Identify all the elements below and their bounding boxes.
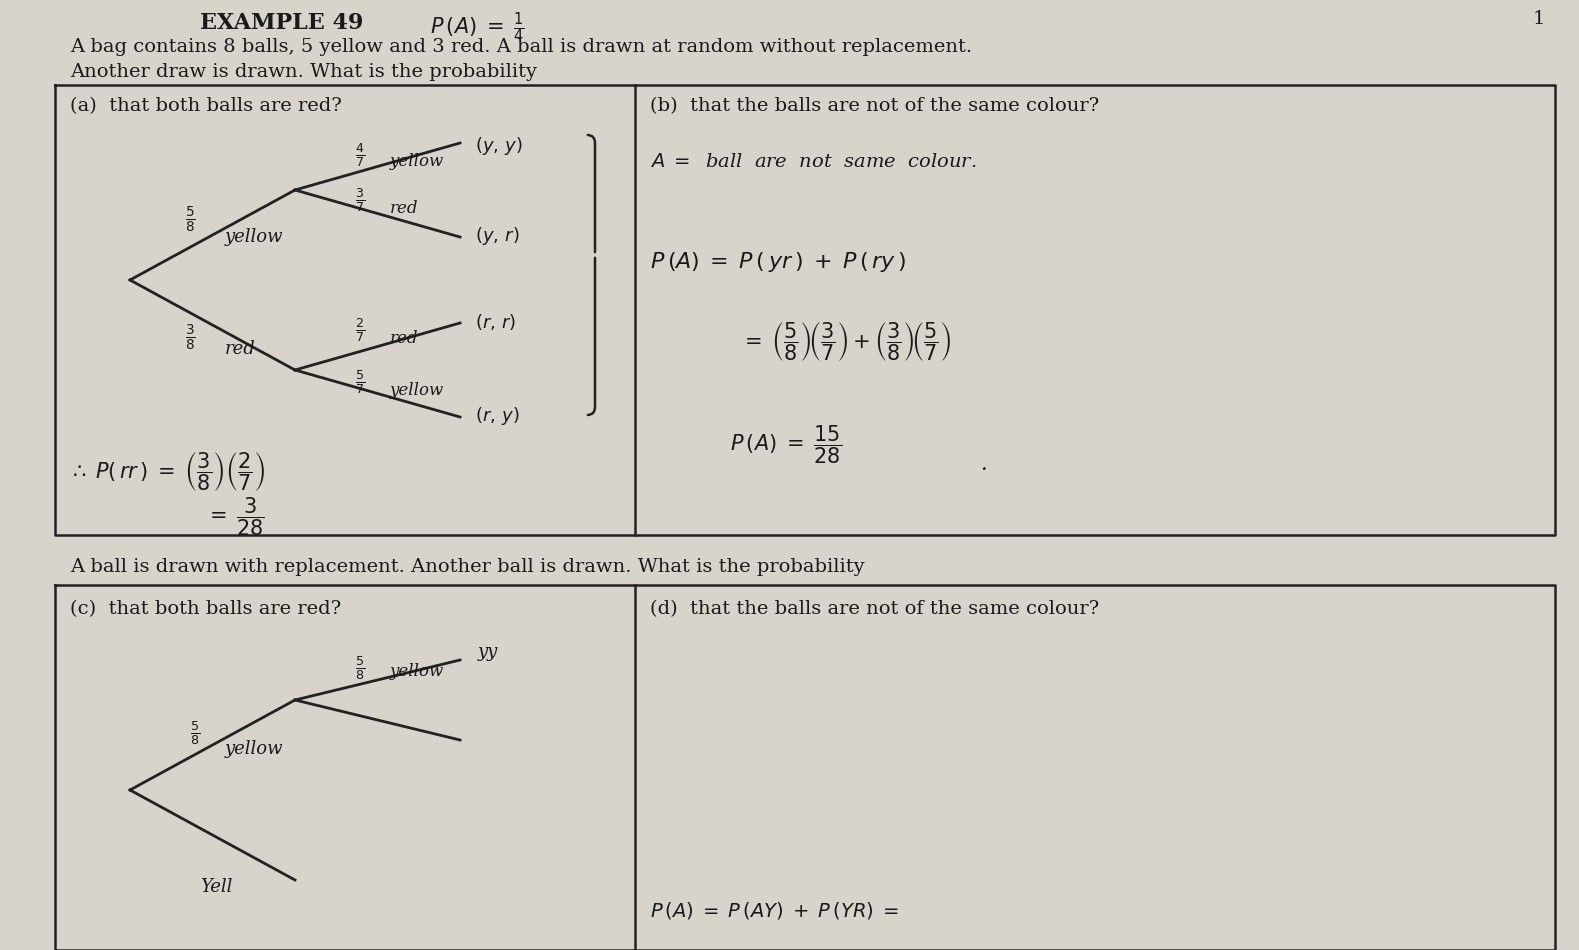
Text: $A\;=\;$ ball  are  not  same  colour.: $A\;=\;$ ball are not same colour. bbox=[651, 153, 976, 171]
Text: $\frac{5}{8}$: $\frac{5}{8}$ bbox=[185, 205, 196, 235]
Text: $\frac{3}{7}$: $\frac{3}{7}$ bbox=[355, 186, 365, 214]
Text: Yell: Yell bbox=[201, 878, 232, 896]
Text: $\therefore\;P(\,rr\,)\;=\;\left(\dfrac{3}{8}\right)\left(\dfrac{2}{7}\right)$: $\therefore\;P(\,rr\,)\;=\;\left(\dfrac{… bbox=[68, 450, 265, 493]
Text: (c)  that both balls are red?: (c) that both balls are red? bbox=[69, 600, 341, 618]
Text: yellow: yellow bbox=[224, 740, 284, 758]
Text: (d)  that the balls are not of the same colour?: (d) that the balls are not of the same c… bbox=[651, 600, 1099, 618]
Text: red: red bbox=[390, 200, 418, 217]
Text: red: red bbox=[224, 340, 256, 358]
Text: (b)  that the balls are not of the same colour?: (b) that the balls are not of the same c… bbox=[651, 97, 1099, 115]
Text: $\frac{5}{7}$: $\frac{5}{7}$ bbox=[355, 368, 365, 396]
Text: $\frac{5}{8}$: $\frac{5}{8}$ bbox=[355, 655, 365, 682]
Text: $P\,(A)\;=\;P\,(AY)\;+\;P\,(YR)\;=$: $P\,(A)\;=\;P\,(AY)\;+\;P\,(YR)\;=$ bbox=[651, 900, 898, 921]
Text: A bag contains 8 balls, 5 yellow and 3 red. A ball is drawn at random without re: A bag contains 8 balls, 5 yellow and 3 r… bbox=[69, 38, 973, 56]
Text: $=\;\left(\dfrac{5}{8}\right)\!\left(\dfrac{3}{7}\right)+\left(\dfrac{3}{8}\righ: $=\;\left(\dfrac{5}{8}\right)\!\left(\df… bbox=[741, 320, 951, 363]
Text: $P\,(A)\;=\;P\,(\,yr\,)\;+\;P\,(\,ry\,)$: $P\,(A)\;=\;P\,(\,yr\,)\;+\;P\,(\,ry\,)$ bbox=[651, 250, 906, 274]
Text: $(r,\,r)$: $(r,\,r)$ bbox=[475, 312, 516, 332]
Text: .: . bbox=[981, 455, 987, 474]
Text: $P\,(A)\;=\;\dfrac{15}{28}$: $P\,(A)\;=\;\dfrac{15}{28}$ bbox=[729, 423, 842, 466]
Text: 1: 1 bbox=[1533, 10, 1544, 28]
Text: $\frac{5}{8}$: $\frac{5}{8}$ bbox=[189, 719, 201, 747]
Text: A ball is drawn with replacement. Another ball is drawn. What is the probability: A ball is drawn with replacement. Anothe… bbox=[69, 558, 865, 576]
Text: yellow: yellow bbox=[390, 382, 444, 399]
Text: $=\;\dfrac{3}{28}$: $=\;\dfrac{3}{28}$ bbox=[205, 495, 265, 538]
Text: (a)  that both balls are red?: (a) that both balls are red? bbox=[69, 97, 343, 115]
Text: $(r,\,y)$: $(r,\,y)$ bbox=[475, 405, 519, 427]
Text: red: red bbox=[390, 330, 418, 347]
Text: yellow: yellow bbox=[224, 228, 284, 246]
Text: $P\,(A)\;=\;\frac{1}{4}$: $P\,(A)\;=\;\frac{1}{4}$ bbox=[429, 10, 524, 45]
Text: $(y,\,r)$: $(y,\,r)$ bbox=[475, 225, 519, 247]
Text: $\frac{4}{7}$: $\frac{4}{7}$ bbox=[355, 142, 365, 169]
Text: yy: yy bbox=[478, 643, 499, 661]
Text: $\frac{2}{7}$: $\frac{2}{7}$ bbox=[355, 316, 365, 344]
Text: yellow: yellow bbox=[390, 663, 444, 680]
Text: EXAMPLE 49: EXAMPLE 49 bbox=[201, 12, 363, 34]
Text: Another draw is drawn. What is the probability: Another draw is drawn. What is the proba… bbox=[69, 63, 537, 81]
Text: $\frac{3}{8}$: $\frac{3}{8}$ bbox=[185, 323, 196, 353]
Text: $(y,\,y)$: $(y,\,y)$ bbox=[475, 135, 523, 157]
Text: yellow: yellow bbox=[390, 153, 444, 170]
